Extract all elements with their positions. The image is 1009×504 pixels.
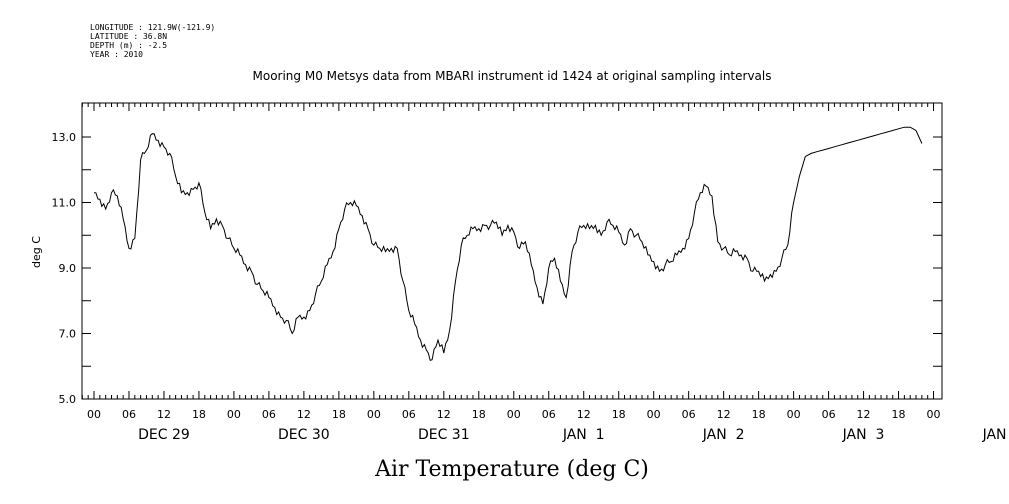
- x-tick-label: 06: [682, 408, 696, 421]
- x-tick-label: 00: [367, 408, 381, 421]
- x-tick-label: 12: [857, 408, 871, 421]
- x-tick-label: 00: [787, 408, 801, 421]
- y-axis: 5.0 7.0 9.0 11.0 13.0: [52, 131, 942, 406]
- x-tick-label: 18: [612, 408, 626, 421]
- air-temperature-line: [93, 126, 923, 362]
- series-layer: [93, 126, 923, 362]
- longitude-text: LONGITUDE : 121.9W(-121.9): [90, 23, 215, 32]
- x-tick-label: 06: [262, 408, 276, 421]
- y-tick-label: 9.0: [59, 262, 77, 275]
- y-tick-label: 11.0: [52, 197, 77, 210]
- y-tick-label: 7.0: [59, 328, 77, 341]
- x-tick-label: 12: [297, 408, 311, 421]
- x-tick-label: 18: [752, 408, 766, 421]
- plot-frame: [81, 102, 943, 400]
- x-tick-label: 12: [577, 408, 591, 421]
- day-label: JAN 2: [702, 427, 745, 443]
- x-tick-label: 00: [227, 408, 241, 421]
- latitude-text: LATITUDE : 36.8N: [90, 32, 167, 41]
- day-label: JAN 3: [842, 427, 885, 443]
- day-label: JAN 1: [562, 427, 605, 443]
- chart-title: Mooring M0 Metsys data from MBARI instru…: [253, 69, 772, 83]
- x-tick-label: 06: [542, 408, 556, 421]
- x-axis-title: Air Temperature (deg C): [374, 457, 649, 482]
- x-tick-label: 06: [122, 408, 136, 421]
- x-tick-label: 18: [472, 408, 486, 421]
- day-label: DEC 29: [138, 427, 190, 443]
- y-axis-label: deg C: [30, 236, 43, 268]
- x-tick-label: 06: [822, 408, 836, 421]
- x-tick-label: 18: [192, 408, 206, 421]
- x-tick-label: 18: [892, 408, 906, 421]
- x-tick-label: 18: [332, 408, 346, 421]
- x-tick-label: 00: [87, 408, 101, 421]
- year-text: YEAR : 2010: [90, 50, 143, 59]
- x-axis: 00 06 12 18 00 06 12 18 00 06 12 18 00 06 12 18 00 06 12 18…: [81, 103, 1009, 443]
- x-tick-label: 12: [157, 408, 171, 421]
- x-tick-label: 06: [402, 408, 416, 421]
- x-tick-label: 00: [647, 408, 661, 421]
- x-tick-label: 12: [717, 408, 731, 421]
- x-tick-label: 12: [437, 408, 451, 421]
- depth-text: DEPTH (m) : -2.5: [90, 41, 167, 50]
- x-tick-label: 00: [507, 408, 521, 421]
- y-tick-label: 5.0: [59, 393, 77, 406]
- day-label: DEC 31: [418, 427, 470, 443]
- day-label: JAN 4: [982, 427, 1009, 443]
- y-tick-label: 13.0: [52, 131, 77, 144]
- day-label: DEC 30: [278, 427, 330, 443]
- x-tick-label: 00: [927, 408, 941, 421]
